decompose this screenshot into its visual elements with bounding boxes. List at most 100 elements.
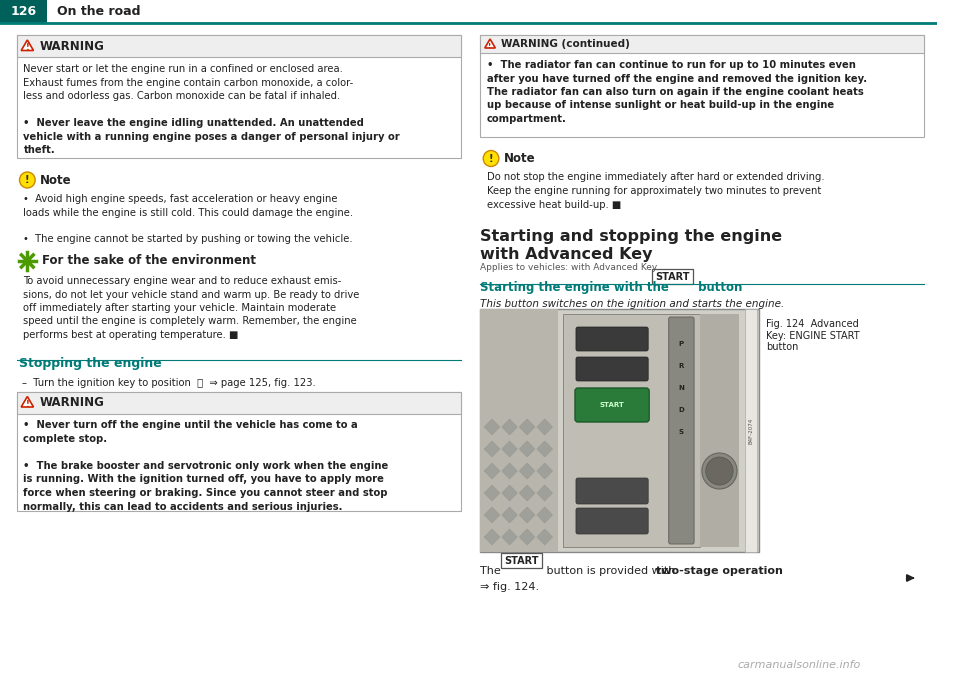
Text: START: START — [504, 556, 539, 566]
Text: is running. With the ignition turned off, you have to apply more: is running. With the ignition turned off… — [23, 475, 384, 484]
Text: WARNING: WARNING — [40, 396, 105, 409]
Polygon shape — [484, 463, 500, 479]
Text: !: ! — [26, 400, 29, 409]
Text: !: ! — [489, 154, 493, 163]
Text: S: S — [679, 429, 684, 435]
Polygon shape — [519, 507, 535, 523]
FancyBboxPatch shape — [576, 327, 648, 351]
Circle shape — [19, 172, 36, 188]
Text: •  Avoid high engine speeds, fast acceleration or heavy engine: • Avoid high engine speeds, fast acceler… — [23, 194, 338, 204]
FancyBboxPatch shape — [700, 314, 739, 547]
Polygon shape — [502, 485, 517, 501]
Text: vehicle with a running engine poses a danger of personal injury or: vehicle with a running engine poses a da… — [23, 131, 400, 141]
Text: For the sake of the environment: For the sake of the environment — [42, 254, 256, 267]
FancyBboxPatch shape — [564, 314, 700, 547]
Text: button: button — [694, 281, 742, 294]
Text: Stopping the engine: Stopping the engine — [18, 358, 161, 371]
Text: after you have turned off the engine and removed the ignition key.: after you have turned off the engine and… — [487, 73, 867, 84]
Polygon shape — [537, 485, 553, 501]
FancyBboxPatch shape — [480, 35, 924, 137]
Text: !: ! — [25, 175, 30, 185]
FancyBboxPatch shape — [0, 0, 47, 23]
Polygon shape — [502, 441, 517, 457]
Text: The radiator fan can also turn on again if the engine coolant heats: The radiator fan can also turn on again … — [487, 87, 864, 97]
FancyBboxPatch shape — [576, 357, 648, 381]
FancyBboxPatch shape — [501, 553, 541, 568]
Text: This button switches on the ignition and starts the engine.: This button switches on the ignition and… — [480, 299, 784, 309]
Text: off immediately after starting your vehicle. Maintain moderate: off immediately after starting your vehi… — [23, 303, 337, 313]
Polygon shape — [537, 419, 553, 435]
Text: carmanualsonline.info: carmanualsonline.info — [737, 660, 860, 670]
FancyBboxPatch shape — [745, 309, 756, 552]
FancyBboxPatch shape — [16, 392, 461, 413]
Text: On the road: On the road — [57, 5, 140, 18]
Polygon shape — [519, 419, 535, 435]
Polygon shape — [537, 441, 553, 457]
Text: up because of intense sunlight or heat build-up in the engine: up because of intense sunlight or heat b… — [487, 101, 834, 110]
Text: !: ! — [489, 43, 492, 48]
Circle shape — [483, 150, 499, 167]
FancyBboxPatch shape — [575, 388, 649, 422]
Text: P: P — [679, 341, 684, 347]
Text: Fig. 124  Advanced
Key: ENGINE START
button: Fig. 124 Advanced Key: ENGINE START butt… — [766, 319, 860, 352]
Polygon shape — [519, 441, 535, 457]
Polygon shape — [484, 529, 500, 545]
Text: loads while the engine is still cold. This could damage the engine.: loads while the engine is still cold. Th… — [23, 207, 353, 218]
Text: force when steering or braking. Since you cannot steer and stop: force when steering or braking. Since yo… — [23, 488, 388, 498]
Text: Starting the engine with the: Starting the engine with the — [480, 281, 673, 294]
Polygon shape — [502, 419, 517, 435]
Text: Do not stop the engine immediately after hard or extended driving.: Do not stop the engine immediately after… — [487, 173, 825, 182]
Text: To avoid unnecessary engine wear and to reduce exhaust emis-: To avoid unnecessary engine wear and to … — [23, 276, 342, 286]
Text: sions, do not let your vehicle stand and warm up. Be ready to drive: sions, do not let your vehicle stand and… — [23, 290, 360, 299]
Polygon shape — [502, 529, 517, 545]
Circle shape — [18, 252, 36, 270]
Text: •  Never turn off the engine until the vehicle has come to a: • Never turn off the engine until the ve… — [23, 420, 358, 430]
Text: !: ! — [26, 44, 29, 52]
Text: 126: 126 — [11, 5, 36, 18]
Polygon shape — [485, 39, 495, 48]
Text: •  The engine cannot be started by pushing or towing the vehicle.: • The engine cannot be started by pushin… — [23, 235, 353, 245]
Text: Applies to vehicles: with Advanced Key: Applies to vehicles: with Advanced Key — [480, 263, 658, 272]
Text: less and odorless gas. Carbon monoxide can be fatal if inhaled.: less and odorless gas. Carbon monoxide c… — [23, 91, 341, 101]
FancyBboxPatch shape — [576, 508, 648, 534]
Circle shape — [706, 457, 733, 485]
Text: N: N — [679, 385, 684, 391]
FancyBboxPatch shape — [480, 35, 924, 53]
FancyBboxPatch shape — [16, 392, 461, 511]
Text: normally, this can lead to accidents and serious injuries.: normally, this can lead to accidents and… — [23, 502, 343, 511]
Polygon shape — [537, 507, 553, 523]
Text: START: START — [600, 402, 625, 408]
Text: two-stage operation: two-stage operation — [656, 566, 783, 576]
Circle shape — [702, 453, 737, 489]
Text: •  The brake booster and servotronic only work when the engine: • The brake booster and servotronic only… — [23, 461, 389, 471]
Text: with Advanced Key: with Advanced Key — [480, 247, 653, 262]
Text: START: START — [656, 271, 690, 282]
Text: –  Turn the ignition key to position  ⓪  ⇒ page 125, fig. 123.: – Turn the ignition key to position ⓪ ⇒ … — [22, 377, 316, 388]
Text: compartment.: compartment. — [487, 114, 567, 124]
FancyBboxPatch shape — [669, 317, 694, 544]
FancyBboxPatch shape — [16, 35, 461, 57]
Polygon shape — [484, 507, 500, 523]
Text: performs best at operating temperature. ■: performs best at operating temperature. … — [23, 330, 239, 340]
Polygon shape — [502, 463, 517, 479]
Text: Keep the engine running for approximately two minutes to prevent: Keep the engine running for approximatel… — [487, 186, 822, 196]
Text: •  Never leave the engine idling unattended. An unattended: • Never leave the engine idling unattend… — [23, 118, 364, 128]
Text: complete stop.: complete stop. — [23, 434, 108, 444]
FancyBboxPatch shape — [480, 309, 758, 552]
Polygon shape — [502, 507, 517, 523]
Text: •  The radiator fan can continue to run for up to 10 minutes even: • The radiator fan can continue to run f… — [487, 60, 856, 70]
Text: Starting and stopping the engine: Starting and stopping the engine — [480, 229, 782, 244]
FancyBboxPatch shape — [480, 309, 559, 552]
Polygon shape — [519, 529, 535, 545]
Polygon shape — [519, 485, 535, 501]
Circle shape — [24, 258, 31, 264]
Polygon shape — [519, 463, 535, 479]
Polygon shape — [484, 441, 500, 457]
Text: button is provided with: button is provided with — [542, 566, 679, 576]
Polygon shape — [21, 396, 34, 407]
Text: Note: Note — [504, 152, 536, 165]
Polygon shape — [484, 419, 500, 435]
FancyBboxPatch shape — [576, 478, 648, 504]
Text: D: D — [679, 407, 684, 413]
Text: theft.: theft. — [23, 145, 55, 155]
